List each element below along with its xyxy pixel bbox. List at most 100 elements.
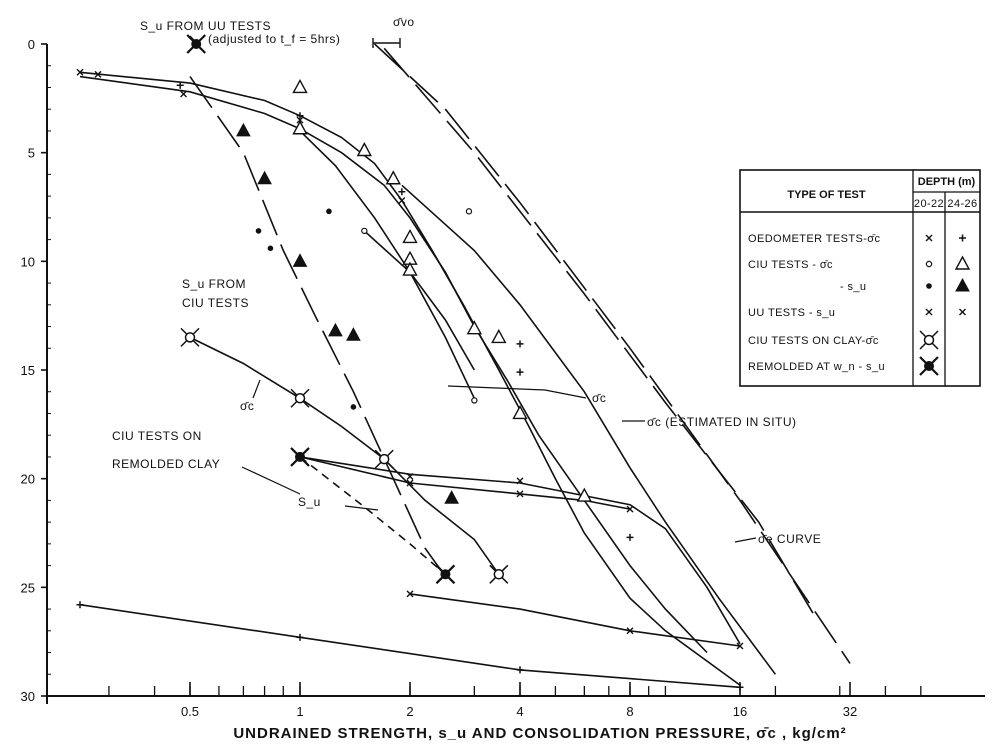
- leader-line-4: [447, 385, 587, 399]
- sigma-vo-bracket: [372, 38, 401, 48]
- x-tick-label: 8: [626, 704, 633, 719]
- x-tick-label: 32: [843, 704, 857, 719]
- marker-filled-triangle: [328, 322, 343, 337]
- marker-filled-triangle: [257, 170, 272, 185]
- annotation-5: σ̄c: [240, 399, 254, 413]
- annotation-10: σ̄c (ESTIMATED IN SITU): [647, 415, 797, 429]
- marker-star-open: [290, 388, 310, 408]
- marker-filled-circle: [255, 228, 262, 234]
- annotation-8: S_u: [298, 495, 321, 509]
- leader-line-6: [734, 537, 757, 543]
- annotation-11: σ̄e CURVE: [758, 532, 821, 546]
- annotation-7: REMOLDED CLAY: [112, 457, 220, 471]
- curve-sigma-vo: [374, 43, 851, 664]
- marker-x: [959, 308, 966, 316]
- marker-plus: [516, 666, 524, 674]
- marker-open-triangle: [292, 78, 308, 94]
- x-tick-label: 1: [296, 704, 303, 719]
- marker-x: [626, 505, 634, 513]
- annotation-2: σ̄vo: [393, 15, 415, 29]
- leader-line-3: [344, 505, 379, 511]
- marker-x: [406, 479, 414, 487]
- annotations-layer: S_u FROM UU TESTS(adjusted to t_f = 5hrs…: [112, 15, 821, 546]
- marker-x: [925, 234, 933, 242]
- y-tick-label: 20: [21, 472, 35, 487]
- marker-open-triangle: [402, 228, 418, 244]
- legend-depth-col: 20-22: [914, 198, 944, 210]
- curve-sigma-e: [383, 47, 818, 621]
- marker-plus: [626, 533, 634, 541]
- marker-plus: [296, 112, 304, 120]
- curve-ciu-sigmac-dotline: [363, 230, 475, 371]
- marker-x: [925, 308, 933, 316]
- y-tick-label: 5: [28, 146, 35, 161]
- marker-x: [94, 70, 102, 78]
- leader-line-1: [252, 379, 261, 399]
- marker-open-triangle: [466, 320, 483, 335]
- marker-plus: [176, 81, 184, 89]
- marker-filled-triangle: [292, 253, 308, 267]
- marker-star-filled: [919, 356, 939, 376]
- x-tick-label: 16: [733, 704, 747, 719]
- y-tick-label: 10: [21, 254, 35, 269]
- marker-open-triangle: [356, 142, 373, 157]
- marker-plus: [516, 340, 524, 348]
- marker-star-open: [489, 564, 509, 584]
- leader-line-2: [241, 466, 301, 495]
- marker-open-triangle: [402, 261, 418, 276]
- legend-row-label: - s_u: [840, 281, 866, 293]
- marker-star-open: [374, 449, 394, 469]
- marker-star-filled: [435, 564, 456, 585]
- x-tick-label: 0.5: [181, 704, 199, 719]
- marker-star-filled: [290, 447, 310, 467]
- axes-layer: 0 5 10 15 20 25 30 0.5 1 2 4 8 16 32 UNDRAINED STRENGT…: [21, 37, 985, 742]
- curve-ciu-sigmac-lower: [299, 130, 476, 399]
- marker-x: [76, 68, 84, 76]
- marker-x: [516, 477, 524, 485]
- legend-row-label: UU TESTS - s_u: [748, 307, 835, 319]
- x-tick-label: 2: [406, 704, 413, 719]
- annotation-0: S_u FROM UU TESTS: [140, 19, 271, 33]
- legend-box: TYPE OF TEST DEPTH (m) 20-22 24-26 OEDOMETER…: [739, 169, 981, 387]
- marker-x: [406, 590, 414, 598]
- legend-frame: [739, 169, 981, 387]
- curve-oedometer-24-26: [79, 603, 741, 689]
- annotation-6: CIU TESTS ON: [112, 429, 202, 443]
- curves-layer: [79, 43, 851, 689]
- legend-row-label: REMOLDED AT w_n - s_u: [748, 361, 885, 373]
- curve-remolded-sigmac: [189, 336, 500, 575]
- y-tick-label: 30: [21, 689, 35, 704]
- marker-plus: [516, 368, 524, 376]
- y-tick-label: 0: [28, 37, 35, 52]
- marker-open-circle: [925, 260, 933, 268]
- marker-open-triangle: [385, 170, 401, 185]
- x-tick-label: 4: [516, 704, 523, 719]
- curve-estimated-in-situ: [401, 184, 777, 675]
- marker-x: [398, 196, 406, 204]
- markers-layer: [76, 34, 744, 691]
- y-tick-label: 15: [21, 363, 35, 378]
- legend-header-type: TYPE OF TEST: [787, 189, 866, 201]
- marker-open-triangle: [576, 487, 593, 502]
- marker-x: [736, 642, 744, 650]
- marker-filled-triangle: [346, 327, 361, 341]
- marker-filled-circle: [326, 208, 332, 215]
- marker-x: [296, 116, 304, 124]
- legend-depth-col: 24-26: [947, 198, 977, 210]
- marker-star-open: [180, 327, 200, 347]
- marker-star-filled: [186, 34, 207, 54]
- y-tick-label: 25: [21, 580, 35, 595]
- leader-line-0: [189, 35, 197, 43]
- marker-plus: [398, 188, 406, 196]
- curve-su-from-ciu: [189, 76, 447, 577]
- marker-plus: [296, 633, 304, 641]
- marker-plus: [959, 234, 966, 242]
- marker-open-triangle: [512, 404, 528, 420]
- legend-row-label: OEDOMETER TESTS-σ̄c: [748, 233, 880, 245]
- x-axis-label: UNDRAINED STRENGTH, s_u AND CONSOLIDATIO…: [233, 725, 846, 742]
- marker-star-open: [919, 330, 939, 350]
- marker-open-triangle: [292, 120, 308, 135]
- marker-open-circle: [471, 397, 478, 404]
- marker-plus: [76, 601, 84, 609]
